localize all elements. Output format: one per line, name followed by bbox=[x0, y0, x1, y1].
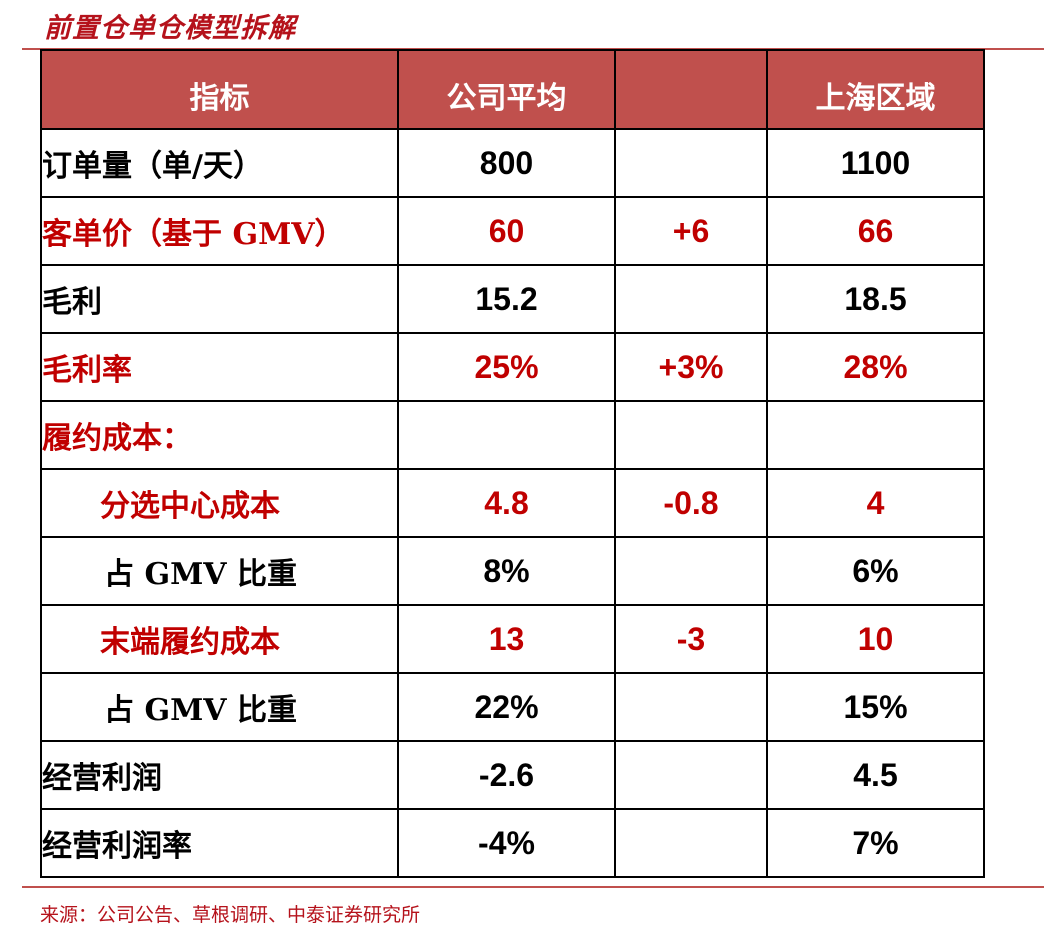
cell-shanghai: 6% bbox=[766, 536, 985, 606]
cell-avg bbox=[397, 400, 616, 470]
cell-shanghai: 10 bbox=[766, 604, 985, 674]
cell-shanghai: 28% bbox=[766, 332, 985, 402]
cell-avg: -4% bbox=[397, 808, 616, 878]
cell-avg: 60 bbox=[397, 196, 616, 266]
cell-shanghai: 4 bbox=[766, 468, 985, 538]
cell-avg: 25% bbox=[397, 332, 616, 402]
row-label: 占 GMV 比重 bbox=[40, 536, 399, 606]
table-row: 毛利 15.2 18.5 bbox=[40, 264, 985, 334]
cell-avg: 22% bbox=[397, 672, 616, 742]
cell-avg: 8% bbox=[397, 536, 616, 606]
cell-shanghai: 18.5 bbox=[766, 264, 985, 334]
cell-avg: -2.6 bbox=[397, 740, 616, 810]
cell-diff: -3 bbox=[614, 604, 768, 674]
page-title: 前置仓单仓模型拆解 bbox=[44, 13, 296, 44]
cell-diff bbox=[614, 740, 768, 810]
bottom-divider bbox=[22, 886, 1044, 888]
cell-avg: 13 bbox=[397, 604, 616, 674]
cell-diff bbox=[614, 128, 768, 198]
cell-diff: +6 bbox=[614, 196, 768, 266]
cell-shanghai: 15% bbox=[766, 672, 985, 742]
row-label: 占 GMV 比重 bbox=[40, 672, 399, 742]
cell-avg: 15.2 bbox=[397, 264, 616, 334]
table-row: 履约成本： bbox=[40, 400, 985, 470]
table-row: 末端履约成本 13 -3 10 bbox=[40, 604, 985, 674]
row-label: 末端履约成本 bbox=[40, 604, 399, 674]
table-row: 经营利润 -2.6 4.5 bbox=[40, 740, 985, 810]
cell-shanghai: 7% bbox=[766, 808, 985, 878]
row-label: 履约成本： bbox=[40, 400, 399, 470]
table-row: 客单价（基于 GMV） 60 +6 66 bbox=[40, 196, 985, 266]
cell-diff bbox=[614, 536, 768, 606]
table-row: 占 GMV 比重 8% 6% bbox=[40, 536, 985, 606]
row-label: 经营利润 bbox=[40, 740, 399, 810]
cell-shanghai bbox=[766, 400, 985, 470]
row-label: 分选中心成本 bbox=[40, 468, 399, 538]
cell-avg: 800 bbox=[397, 128, 616, 198]
table-row: 分选中心成本 4.8 -0.8 4 bbox=[40, 468, 985, 538]
table-row: 占 GMV 比重 22% 15% bbox=[40, 672, 985, 742]
row-label: 毛利率 bbox=[40, 332, 399, 402]
cell-diff bbox=[614, 672, 768, 742]
row-label: 客单价（基于 GMV） bbox=[40, 196, 399, 266]
header-difference bbox=[614, 49, 768, 130]
row-label: 订单量（单/天） bbox=[40, 128, 399, 198]
source-note: 来源：公司公告、草根调研、中泰证券研究所 bbox=[40, 904, 421, 926]
cell-shanghai: 66 bbox=[766, 196, 985, 266]
table-header-row: 指标 公司平均 上海区域 bbox=[40, 49, 985, 130]
top-divider bbox=[22, 48, 1044, 50]
row-label: 经营利润率 bbox=[40, 808, 399, 878]
cell-shanghai: 4.5 bbox=[766, 740, 985, 810]
cell-diff bbox=[614, 400, 768, 470]
model-table: 指标 公司平均 上海区域 订单量（单/天） 800 1100 客单价（基于 GM… bbox=[40, 49, 985, 878]
header-shanghai: 上海区域 bbox=[766, 49, 985, 130]
cell-diff: +3% bbox=[614, 332, 768, 402]
table-row: 经营利润率 -4% 7% bbox=[40, 808, 985, 878]
cell-diff bbox=[614, 808, 768, 878]
row-label: 毛利 bbox=[40, 264, 399, 334]
table-row: 毛利率 25% +3% 28% bbox=[40, 332, 985, 402]
table-row: 订单量（单/天） 800 1100 bbox=[40, 128, 985, 198]
cell-diff: -0.8 bbox=[614, 468, 768, 538]
header-company-average: 公司平均 bbox=[397, 49, 616, 130]
cell-avg: 4.8 bbox=[397, 468, 616, 538]
cell-shanghai: 1100 bbox=[766, 128, 985, 198]
header-metric: 指标 bbox=[40, 49, 399, 130]
cell-diff bbox=[614, 264, 768, 334]
